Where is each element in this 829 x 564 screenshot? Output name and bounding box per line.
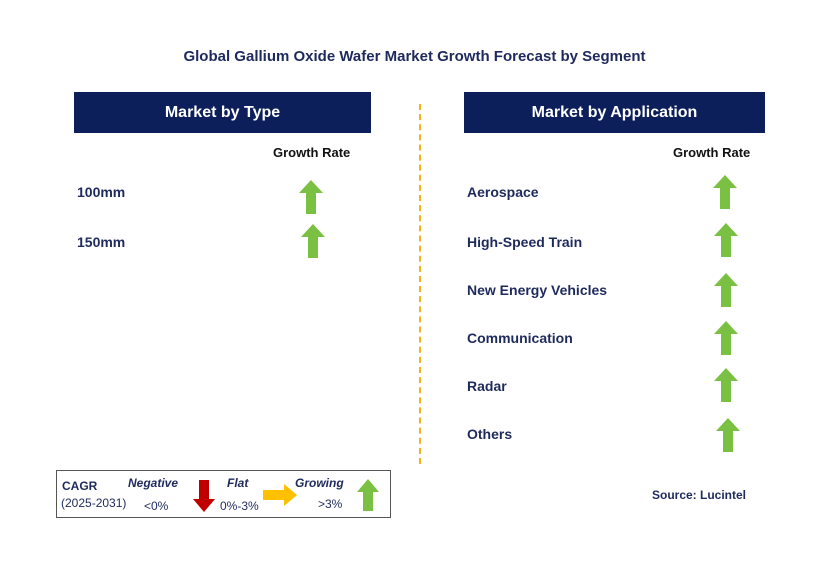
- up-arrow-icon: [714, 321, 738, 355]
- up-arrow-icon: [714, 368, 738, 402]
- application-item-high-speed-train: High-Speed Train: [467, 234, 583, 250]
- application-panel-header: Market by Application: [464, 92, 765, 133]
- legend-flat-range: 0%-3%: [220, 499, 259, 513]
- type-item-150mm: 150mm: [77, 234, 126, 250]
- up-arrow-icon: [301, 224, 325, 258]
- legend-period: (2025-2031): [61, 496, 127, 510]
- application-item-communication: Communication: [467, 330, 573, 346]
- legend-cagr-label: CAGR: [62, 479, 98, 493]
- up-arrow-icon: [357, 479, 379, 511]
- application-item-aerospace: Aerospace: [467, 184, 539, 200]
- legend-growing-title: Growing: [295, 476, 344, 490]
- up-arrow-icon: [714, 273, 738, 307]
- legend-flat-title: Flat: [227, 476, 249, 490]
- legend-growing-range: >3%: [318, 497, 343, 511]
- up-arrow-icon: [299, 180, 323, 214]
- cagr-legend: CAGR (2025-2031) Negative <0% Flat 0%-3%…: [56, 470, 391, 518]
- down-arrow-icon: [193, 480, 215, 512]
- up-arrow-icon: [714, 223, 738, 257]
- chart-title: Global Gallium Oxide Wafer Market Growth…: [183, 48, 646, 65]
- application-item-radar: Radar: [467, 378, 507, 394]
- type-item-100mm: 100mm: [77, 184, 126, 200]
- application-item-new-energy-vehicles: New Energy Vehicles: [467, 282, 608, 298]
- type-panel-header: Market by Type: [74, 92, 371, 133]
- panel-divider: [419, 104, 421, 464]
- type-growth-rate-label: Growth Rate: [273, 145, 351, 160]
- application-item-others: Others: [467, 426, 513, 442]
- legend-negative-title: Negative: [128, 476, 179, 490]
- up-arrow-icon: [713, 175, 737, 209]
- right-arrow-icon: [263, 484, 297, 506]
- application-growth-rate-label: Growth Rate: [673, 145, 751, 160]
- up-arrow-icon: [716, 418, 740, 452]
- legend-negative-range: <0%: [144, 499, 169, 513]
- source-label: Source: Lucintel: [652, 488, 747, 502]
